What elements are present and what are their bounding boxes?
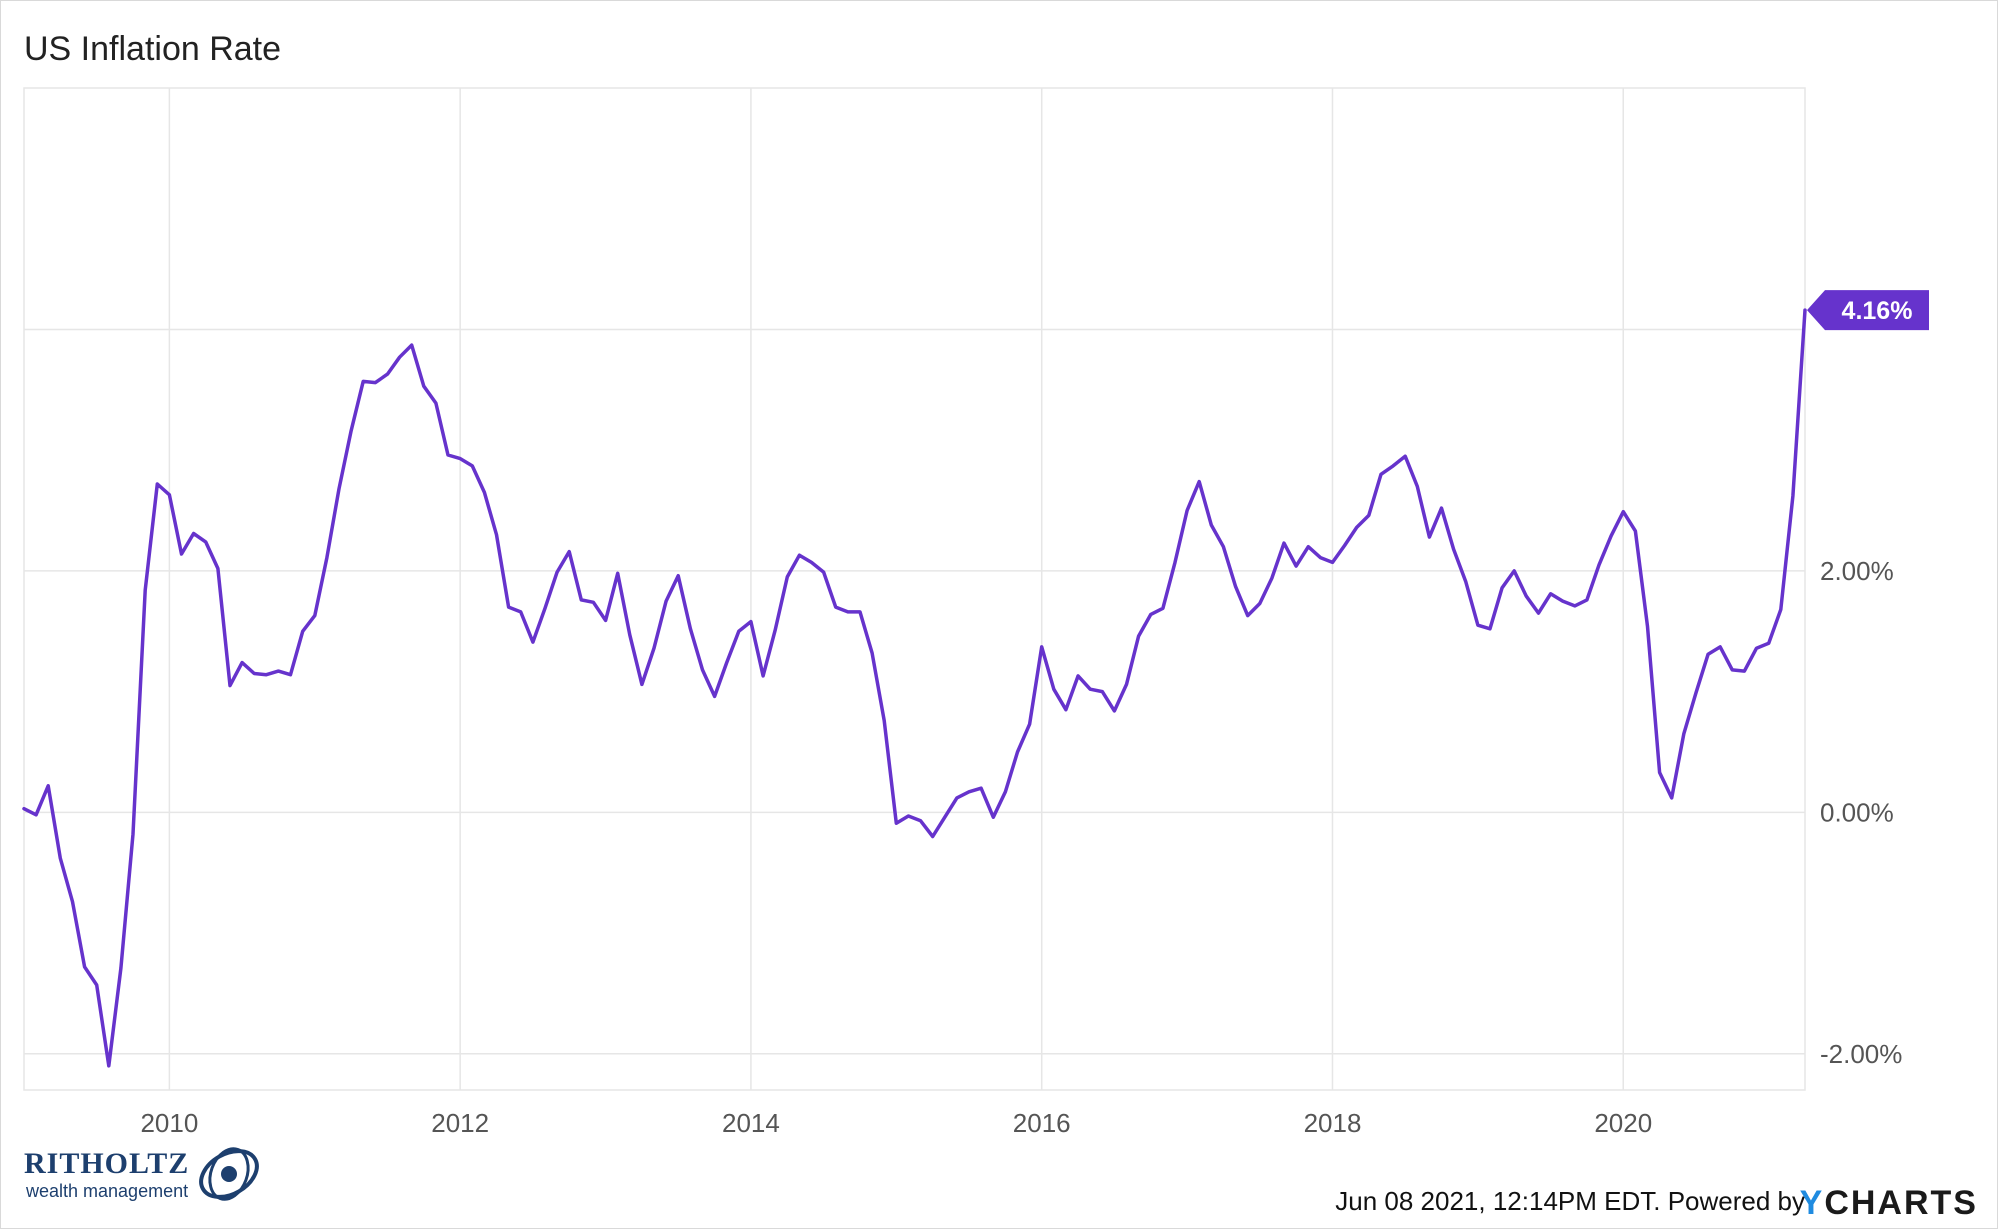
- x-tick-label: 2010: [140, 1108, 198, 1138]
- ycharts-logo-y: Y: [1799, 1184, 1825, 1222]
- last-value-badge: 4.16%: [1807, 290, 1929, 331]
- series-line: [22, 308, 1807, 1068]
- series-group: [22, 308, 1807, 1068]
- plot-border: [23, 87, 1806, 1091]
- chart-title: US Inflation Rate: [24, 30, 282, 68]
- vertical-gridlines: [23, 87, 1806, 1091]
- y-tick-label: -2.00%: [1820, 1039, 1902, 1069]
- ycharts-logo[interactable]: YCHARTS: [1800, 1184, 1978, 1223]
- y-axis-tick-labels: -2.00% 0.00% 2.00%: [1820, 556, 1902, 1069]
- last-value-badge-bg: [1807, 290, 1929, 331]
- last-value-label: 4.16%: [1842, 297, 1913, 325]
- logo-emblem-icon: [199, 1147, 259, 1201]
- footer-timestamp: Jun 08 2021, 12:14PM EDT. Powered by: [1335, 1186, 1805, 1216]
- y-tick-label: 0.00%: [1820, 797, 1894, 827]
- y-tick-label: 2.00%: [1820, 556, 1894, 586]
- ycharts-logo-rest: CHARTS: [1824, 1184, 1978, 1222]
- x-tick-label: 2018: [1304, 1108, 1362, 1138]
- x-tick-label: 2012: [431, 1108, 489, 1138]
- x-axis-tick-labels: 2010 2012 2014 2016 2018 2020: [140, 1108, 1652, 1138]
- horizontal-gridlines: [24, 328, 1805, 1055]
- ritholtz-logo: RITHOLTZ wealth management: [24, 1141, 264, 1211]
- x-tick-label: 2016: [1013, 1108, 1071, 1138]
- logo-tagline: wealth management: [26, 1181, 189, 1201]
- x-tick-label: 2020: [1594, 1108, 1652, 1138]
- logo-name: RITHOLTZ: [24, 1147, 190, 1180]
- x-tick-label: 2014: [722, 1108, 780, 1138]
